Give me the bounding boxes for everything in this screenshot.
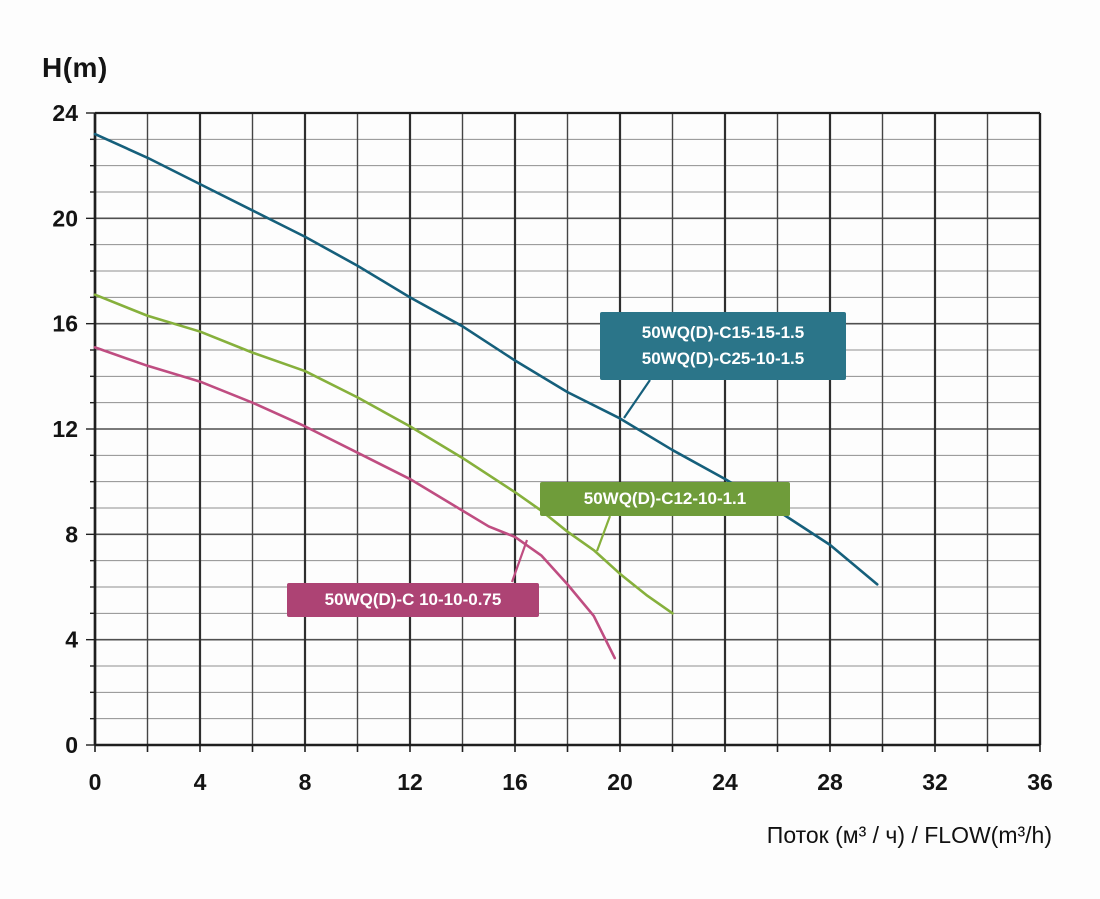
x-axis-label: Поток (м³ / ч) / FLOW(m³/h): [766, 822, 1052, 848]
series-label-line: 50WQ(D)-C15-15-1.5: [641, 322, 805, 342]
svg-text:20: 20: [607, 769, 633, 795]
series-label-line: 50WQ(D)-C 10-10-0.75: [324, 589, 502, 609]
svg-text:8: 8: [65, 521, 78, 547]
svg-text:12: 12: [52, 416, 78, 442]
svg-text:4: 4: [65, 627, 78, 653]
y-axis-label: H(m): [42, 52, 108, 83]
svg-text:12: 12: [397, 769, 423, 795]
series-label-line: 50WQ(D)-C12-10-1.1: [583, 488, 747, 508]
svg-text:36: 36: [1027, 769, 1053, 795]
svg-text:4: 4: [194, 769, 207, 795]
svg-text:0: 0: [89, 769, 102, 795]
svg-text:16: 16: [52, 311, 78, 337]
series-label-c15-c25: 50WQ(D)-C15-15-1.5 50WQ(D)-C25-10-1.5: [600, 312, 846, 380]
svg-text:32: 32: [922, 769, 948, 795]
svg-text:28: 28: [817, 769, 843, 795]
svg-text:20: 20: [52, 205, 78, 231]
svg-text:0: 0: [65, 732, 78, 758]
series-label-line: 50WQ(D)-C25-10-1.5: [641, 349, 805, 368]
svg-text:24: 24: [52, 100, 78, 126]
svg-text:16: 16: [502, 769, 528, 795]
svg-text:8: 8: [299, 769, 312, 795]
series-label-c12: 50WQ(D)-C12-10-1.1: [540, 482, 790, 516]
svg-text:24: 24: [712, 769, 738, 795]
series-label-c10: 50WQ(D)-C 10-10-0.75: [287, 583, 539, 617]
